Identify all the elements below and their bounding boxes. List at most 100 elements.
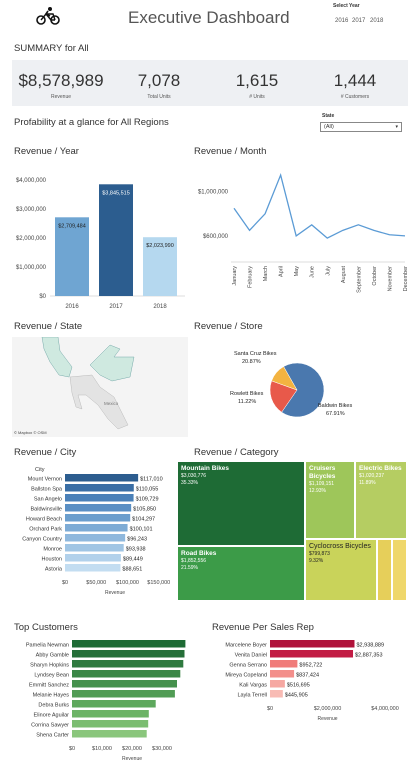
map-label-mexico: Mexico [104,401,119,406]
treemap-cell-other-2[interactable] [393,540,406,600]
treemap-value: $3,030,776 [181,473,207,479]
row-label: Ballston Spa [31,487,63,493]
treemap-cell-other-1[interactable] [378,540,391,600]
row-label: Sharyn Hopkins [30,663,69,669]
revenue-year-title: Revenue / Year [14,146,79,157]
bar-abby-gamble [72,650,185,658]
row-label: Venita Daniel [235,653,267,659]
axis-header: City [35,467,45,473]
bar-data-label: $2,709,484 [58,223,86,229]
top-customers-chart: Pamelia Newman Abby Gamble Sharyn Hopkins L… [26,640,186,762]
revenue-store-chart: Baldwin Bikes 67.91% Santa Cruz Bikes 20.87… [230,351,352,418]
year-option-2018[interactable]: 2018 [370,18,384,24]
pie-label: Rowlett Bikes [230,391,264,397]
treemap-label: Road Bikes [181,550,217,557]
treemap-cell-mountain-bikes[interactable]: Mountain Bikes $3,030,776 35.33% [178,462,304,545]
treemap-pct: 21.59% [181,564,198,571]
bar-data-label: $104,297 [132,517,155,523]
row-label: Orchard Park [29,527,62,533]
row-label: San Angelo [34,497,62,503]
bar-data-label: $952,722 [299,663,322,669]
map-shapes [41,337,135,430]
row-label: Canyon Country [22,537,62,543]
x-tick-label: July [325,266,331,276]
row-label: Abby Gamble [36,653,69,659]
bar-san-angelo [65,494,134,502]
kpi-total-units-value: 7,078 [137,71,181,90]
bar-emmitt-sanchez [72,680,177,688]
kpi-customers-label: # Customers [340,94,370,100]
top-customers-title: Top Customers [14,622,78,633]
treemap-cell-cruisers[interactable]: Cruisers Bicycles $1,109,151 12.93% [306,462,354,538]
bar-mount-vernon [65,474,139,482]
revenue-month-chart: $600,000 $1,000,000 January February March Ap… [198,172,409,293]
year-option-2016[interactable]: 2016 [335,18,349,24]
revenue-city-chart: Mount Vernon $117,010 Ballston Spa $110,055… [22,467,170,596]
state-map[interactable]: Mexico [12,337,188,437]
row-label: Pamelia Newman [26,643,69,649]
bar-data-label: $516,695 [287,683,310,689]
bar-data-label: $2,023,990 [146,243,174,249]
pie-pct-label: 67.91% [326,411,345,417]
revenue-year-chart: $0 $1,000,000 $2,000,000 $3,000,000 $4,000,0… [16,178,185,310]
bar-data-label: $96,243 [127,537,147,543]
x-tick-label: $50,000 [86,580,106,586]
bar-shena-carter [72,730,147,738]
treemap-cell-electric[interactable]: Electric Bikes $1,020,237 11.89% [356,462,406,538]
row-label: Mount Vernon [28,477,62,483]
pie-label: Baldwin Bikes [318,403,352,409]
x-tick-label: August [341,266,347,284]
bar-2017 [99,184,133,296]
revenue-state-title: Revenue / State [14,321,83,332]
x-tick-label: January [232,266,238,286]
y-tick-label: $4,000,000 [16,178,47,184]
kpi-customers-value: 1,444 [333,71,377,90]
x-axis-label: Revenue [122,756,142,762]
bar-data-label: $88,651 [122,567,142,573]
bar-marcelene-boyer [270,640,355,648]
bar-data-label: $105,850 [133,507,156,513]
year-option-2017[interactable]: 2017 [352,18,366,24]
revenue-month-line [233,172,406,239]
x-tick-label: $0 [267,706,273,712]
profitability-title: Profability at a glance for All Regions [14,117,169,128]
row-label: Mireya Copeland [225,673,267,679]
pie-pct-label: 20.87% [242,359,261,365]
state-filter-select[interactable]: (All) ▾ [320,122,402,132]
page-title: Executive Dashboard [128,8,290,27]
x-tick-label: $0 [62,580,68,586]
revenue-store-title: Revenue / Store [194,321,263,332]
x-axis-label: Revenue [317,716,337,722]
treemap-value: $799,873 [309,551,330,557]
revenue-month-title: Revenue / Month [194,146,267,157]
bar-astoria [65,564,121,572]
x-tick-label: September [356,266,362,293]
bar-data-label: $2,938,889 [356,643,384,649]
bar-kali-vargas [270,680,285,688]
treemap-label: Cyclocross Bicycles [309,543,371,550]
bar-houston [65,554,121,562]
revenue-city-title: Revenue / City [14,447,77,458]
state-filter-value: (All) [324,124,334,130]
row-label: Melanie Hayes [33,693,70,699]
bar-data-label: $2,887,353 [355,653,383,659]
bar-elinore-aguilar [72,710,149,718]
bicycle-logo-icon [36,7,60,25]
treemap-value: $1,852,556 [181,558,207,564]
bar-data-label: $117,010 [140,477,163,483]
treemap-value: $1,109,151 [309,481,335,487]
bar-2016 [55,217,89,296]
y-tick-label: $0 [39,294,46,300]
chevron-down-icon: ▾ [395,124,398,130]
treemap-pct: 12.93% [309,487,326,494]
treemap-cell-cyclocross[interactable]: Cyclocross Bicycles $799,873 9.32% [306,540,376,600]
bar-data-label: $93,938 [126,547,146,553]
bar-monroe [65,544,124,552]
bar-lyndsey-bean [72,670,181,678]
treemap-cell-road-bikes[interactable]: Road Bikes $1,852,556 21.59% [178,547,304,600]
kpi-revenue-value: $8,578,989 [18,71,104,90]
summary-panel [12,60,408,106]
y-tick-label: $2,000,000 [16,236,47,242]
treemap-pct: 11.89% [359,479,376,486]
bar-2018 [143,237,177,296]
